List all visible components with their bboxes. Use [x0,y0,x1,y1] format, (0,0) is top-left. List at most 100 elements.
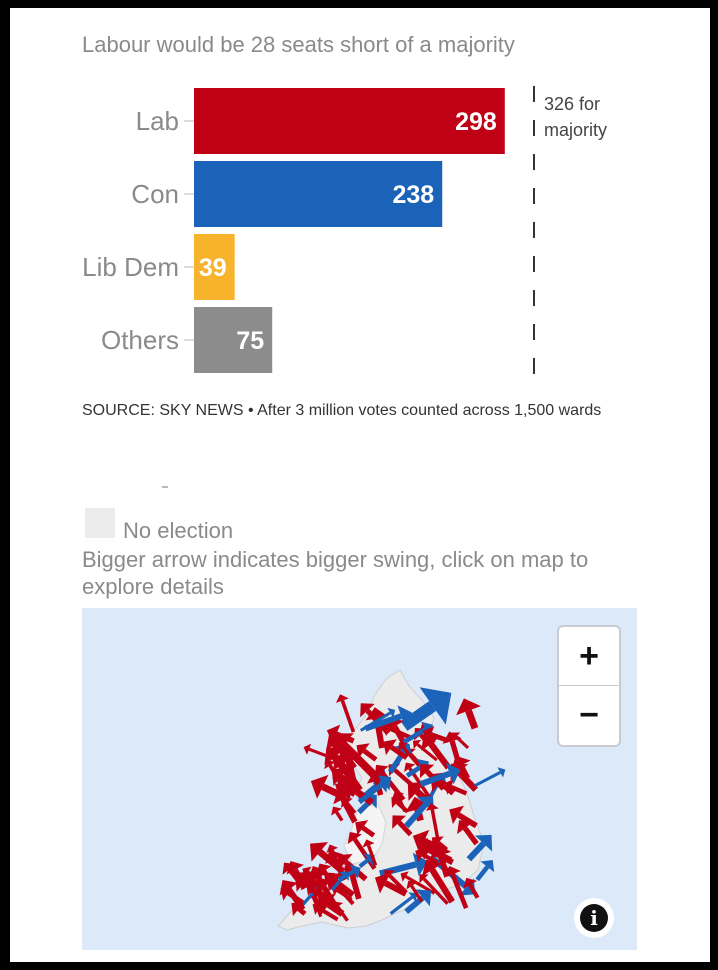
swing-arrow-shaft [428,741,451,770]
swing-arrow-head [398,742,409,752]
value-label-lab: 298 [455,108,497,136]
swing-arrow-head [384,870,395,881]
swing-arrow-head [444,866,461,878]
zoom-control: + − [557,625,621,747]
swing-arrow-head [326,732,348,751]
source-note: SOURCE: SKY NEWS • After 3 million votes… [82,402,602,419]
swing-arrow-head [355,820,369,836]
swing-arrow-shaft [422,877,449,905]
swing-arrow-shaft [364,713,403,732]
swing-arrow-head [419,874,429,884]
swing-arrow-head [456,698,481,716]
swing-arrow-shaft [337,869,355,882]
swing-arrow-head [406,880,417,890]
swing-arrow-shaft [340,797,358,824]
swing-arrow-shaft [474,771,501,788]
swing-arrow-shaft [349,874,362,900]
swing-arrow-head [419,687,452,725]
swing-arrow-shaft [401,746,423,771]
swing-arrow-head [286,861,304,875]
map-caption: Bigger arrow indicates bigger swing, cli… [82,547,589,599]
swing-arrow-shaft [361,825,376,838]
swing-arrow-shaft [449,740,461,763]
value-label-con: 238 [393,181,435,209]
swing-arrow-head [404,762,416,773]
majority-label-line2: majority [544,120,607,140]
swing-arrow-shaft [466,841,486,862]
swing-arrows[interactable] [279,687,506,922]
swing-arrow-shaft [322,869,333,884]
swing-arrow-head [347,832,362,845]
no-election-label: No election [123,518,234,543]
swing-arrow-head [415,889,432,907]
category-label-lab: Lab [136,106,179,136]
swing-arrow-shaft [340,700,356,733]
swing-arrow-shaft [475,865,490,882]
article-panel: Labour would be 28 seats short of a majo… [10,8,710,962]
swing-arrow-shaft [389,895,414,915]
swing-arrow-head [331,806,342,816]
swing-arrow-shaft [404,875,436,895]
swing-arrow-head [449,805,464,825]
swing-arrow-shaft [450,784,468,796]
swing-arrow-shaft [286,887,306,912]
swing-arrow-shaft [400,701,437,731]
swing-arrow-head [412,852,428,877]
swing-arrow-head [383,739,397,756]
swing-arrow-shaft [468,883,480,899]
majority-label-line1: 326 for [544,94,600,114]
swing-arrow-shaft [341,786,356,797]
swing-arrow-shaft [397,820,413,837]
swing-arrow-head [475,834,493,852]
zoom-in-button[interactable]: + [559,627,619,686]
swing-map[interactable]: + − i [82,608,637,950]
swing-arrow-head [408,892,417,902]
swing-arrow-shaft [402,727,427,745]
swing-arrow-head [415,847,427,862]
value-label-others: 75 [236,327,264,355]
swing-arrow-shaft [366,844,378,866]
category-label-others: Others [101,325,179,355]
swing-arrow-shaft [465,709,479,730]
info-button[interactable]: i [574,898,614,938]
swing-arrow-head [310,774,329,799]
swing-arrow-head [366,770,388,784]
swing-arrow-head [362,839,375,848]
zoom-out-button[interactable]: − [579,695,599,734]
swing-arrow-shaft [388,726,413,740]
swing-arrow-shaft [383,880,408,897]
no-election-swatch [85,508,115,538]
swing-arrow-head [279,879,299,896]
swing-arrow-shaft [456,770,479,792]
swing-arrow-shaft [455,735,470,750]
swing-arrow-shaft [318,906,339,922]
swing-arrow-shaft [336,889,353,901]
swing-arrow-shaft [336,905,349,922]
england-swing-map-graphic[interactable] [82,608,637,950]
swing-arrow-head [324,747,345,766]
swing-arrow-shaft [458,764,471,780]
swing-arrow-shaft [416,743,438,762]
swing-arrow-head [316,863,332,876]
swing-arrow-shaft [388,874,408,894]
swing-arrow-head [412,739,422,750]
chart-title: Labour would be 28 seats short of a majo… [82,32,515,57]
swing-arrow-head [303,743,312,755]
swing-arrow-shaft [462,826,479,846]
swing-arrow-head [463,877,478,889]
swing-arrow-head [349,864,361,879]
swing-arrow-shaft [450,873,469,909]
swing-arrow-shaft [456,812,478,829]
swing-arrow-shaft [410,885,424,903]
swing-arrow-shaft [430,809,440,842]
swing-arrow-shaft [421,852,439,865]
swing-arrow-head [391,796,403,809]
swing-arrow-head [377,775,392,791]
swing-arrow-head [306,884,317,896]
swing-arrow-head [415,838,428,855]
swing-arrow-head [422,725,435,744]
swing-arrow-shaft [315,873,330,895]
value-label-lib-dem: 39 [199,254,227,282]
swing-arrow-shaft [358,858,370,869]
swing-arrow-head [335,694,349,703]
